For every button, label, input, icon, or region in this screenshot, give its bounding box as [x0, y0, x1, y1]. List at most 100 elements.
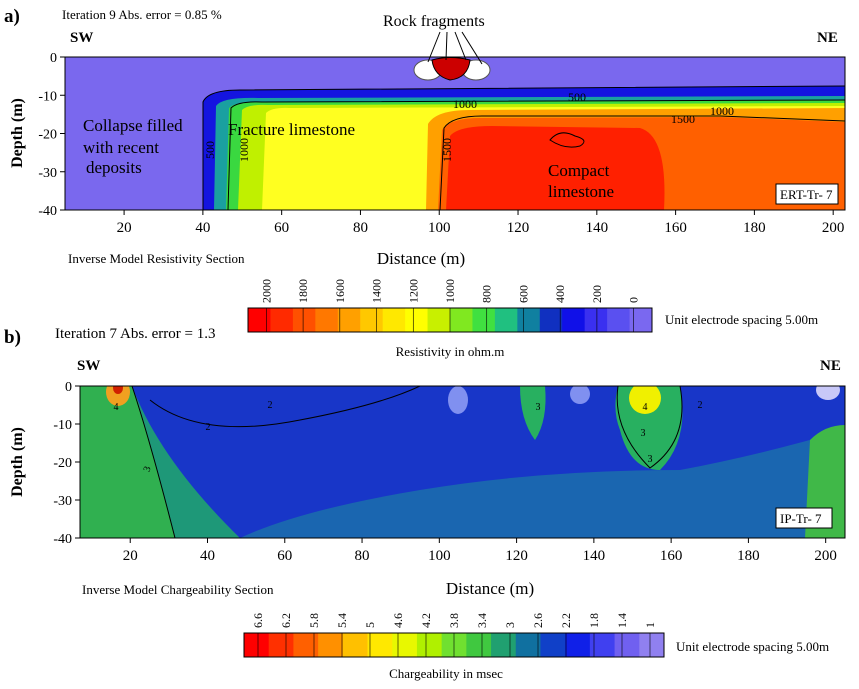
colorbar-tick-label: 0: [627, 297, 641, 303]
colorbar-tick-label: 1600: [333, 279, 347, 303]
x-tick-label: 160: [660, 548, 683, 564]
colorbar-tick-label: 4.6: [391, 613, 405, 628]
colorbar-tick-label: 800: [480, 285, 494, 303]
x-tick-label: 80: [353, 220, 368, 236]
y-tick-label: 0: [65, 380, 72, 395]
y-tick-label: -30: [53, 494, 72, 509]
x-tick-label: 200: [814, 548, 837, 564]
colorbar-cell: [607, 308, 631, 332]
x-tick-label: 20: [123, 548, 138, 564]
colorbar-cell: [491, 633, 517, 657]
annotation: with recent: [83, 138, 159, 157]
contour-label: 500: [568, 90, 586, 104]
colorbar-tick-label: 5: [363, 622, 377, 628]
x-axis-label: Distance (m): [446, 579, 534, 598]
y-tick-label: -30: [38, 166, 57, 181]
x-tick-label: 200: [822, 220, 845, 236]
y-axis-label: Depth (m): [9, 427, 26, 497]
y-tick-label: -10: [38, 89, 57, 104]
x-axis-label: Distance (m): [377, 249, 465, 268]
contour-label: 3: [142, 465, 154, 473]
colorbar-tick-label: 1: [643, 622, 657, 628]
colorbar-tick-label: 4.2: [419, 613, 433, 628]
contour-label: 3: [648, 454, 653, 465]
colorbar-cell: [268, 633, 294, 657]
tag-box: [775, 183, 839, 205]
contour-label: 1500: [671, 112, 695, 126]
y-tick-label: -20: [53, 456, 72, 471]
annotation: limestone: [548, 182, 614, 201]
tag: IP-Tr- 7: [780, 511, 822, 526]
y-tick-label: -20: [38, 128, 57, 143]
spacing-text: Unit electrode spacing 5.00m: [665, 312, 818, 327]
colorbar-tick-label: 1400: [370, 279, 384, 303]
right-label: NE: [817, 30, 838, 46]
colorbar-cell: [466, 633, 492, 657]
colorbar-tick-label: 6.2: [279, 613, 293, 628]
annotation: Fracture limestone: [228, 120, 355, 139]
x-tick-label: 180: [737, 548, 760, 564]
contour-label: 2: [206, 422, 211, 433]
annotation: Rock fragments: [383, 13, 485, 30]
x-tick-label: 20: [117, 220, 132, 236]
tag-box: [775, 507, 833, 529]
colorbar-cell: [318, 633, 344, 657]
contour-label: 2: [268, 400, 273, 411]
section-label: Inverse Model Chargeability Section: [82, 582, 274, 597]
colorbar-cell: [367, 633, 393, 657]
colorbar-cell: [360, 308, 384, 332]
colorbar-cell: [639, 633, 665, 657]
colorbar-cell: [392, 633, 418, 657]
x-tick-label: 80: [355, 548, 370, 564]
x-tick-label: 120: [505, 548, 528, 564]
colorbar-tick-label: 6.6: [251, 613, 265, 628]
colorbar-cell: [293, 633, 319, 657]
colorbar-tick-label: 600: [516, 285, 530, 303]
colorbar-cell: [565, 633, 591, 657]
colorbar-cell: [342, 633, 369, 657]
spacing-text: Unit electrode spacing 5.00m: [676, 639, 829, 654]
tag: ERT-Tr- 7: [780, 187, 833, 202]
x-tick-label: 40: [200, 548, 215, 564]
contour-label: 1000: [453, 97, 477, 111]
colorbar-tick-label: 3.4: [475, 613, 489, 628]
rock-leaders: [427, 31, 483, 65]
colorbar-tick-label: 1200: [406, 279, 420, 303]
left-label: SW: [77, 358, 100, 374]
annotation: deposits: [86, 158, 142, 177]
x-tick-label: 60: [277, 548, 292, 564]
colorbar-label: Resistivity in ohm.m: [396, 344, 505, 359]
colorbar-cell: [515, 633, 541, 657]
colorbar-tick-label: 1.8: [587, 613, 601, 628]
colorbar-tick-label: 1800: [296, 279, 310, 303]
colorbar-cell: [244, 633, 270, 657]
colorbar-cell: [494, 308, 518, 332]
colorbar-cell: [584, 308, 608, 332]
x-tick-label: 60: [274, 220, 289, 236]
colorbar-cell: [382, 308, 406, 332]
colorbar-tick-label: 2.2: [559, 613, 573, 628]
y-tick-label: -40: [38, 204, 57, 219]
contour-label: 500: [203, 141, 217, 159]
chargeability-field: [80, 386, 845, 538]
y-tick-label: 0: [50, 51, 57, 66]
colorbar-cell: [517, 308, 541, 332]
x-tick-label: 140: [583, 548, 606, 564]
panel-label: a): [4, 6, 20, 27]
colorbar-cell: [270, 308, 294, 332]
iteration-text: Iteration 7 Abs. error = 1.3: [55, 326, 216, 342]
y-tick-label: -40: [53, 532, 72, 547]
colorbar-cell: [614, 633, 640, 657]
x-tick-label: 100: [428, 220, 451, 236]
colorbar-cell: [562, 308, 586, 332]
colorbar-label: Chargeability in msec: [389, 666, 503, 681]
colorbar-tick-label: 3.8: [447, 613, 461, 628]
colorbar-cell: [539, 308, 563, 332]
contour-label: 2: [698, 400, 703, 411]
contour-label: 4: [643, 402, 648, 413]
x-tick-label: 100: [428, 548, 451, 564]
colorbar-cell: [416, 633, 443, 657]
x-tick-label: 180: [743, 220, 766, 236]
